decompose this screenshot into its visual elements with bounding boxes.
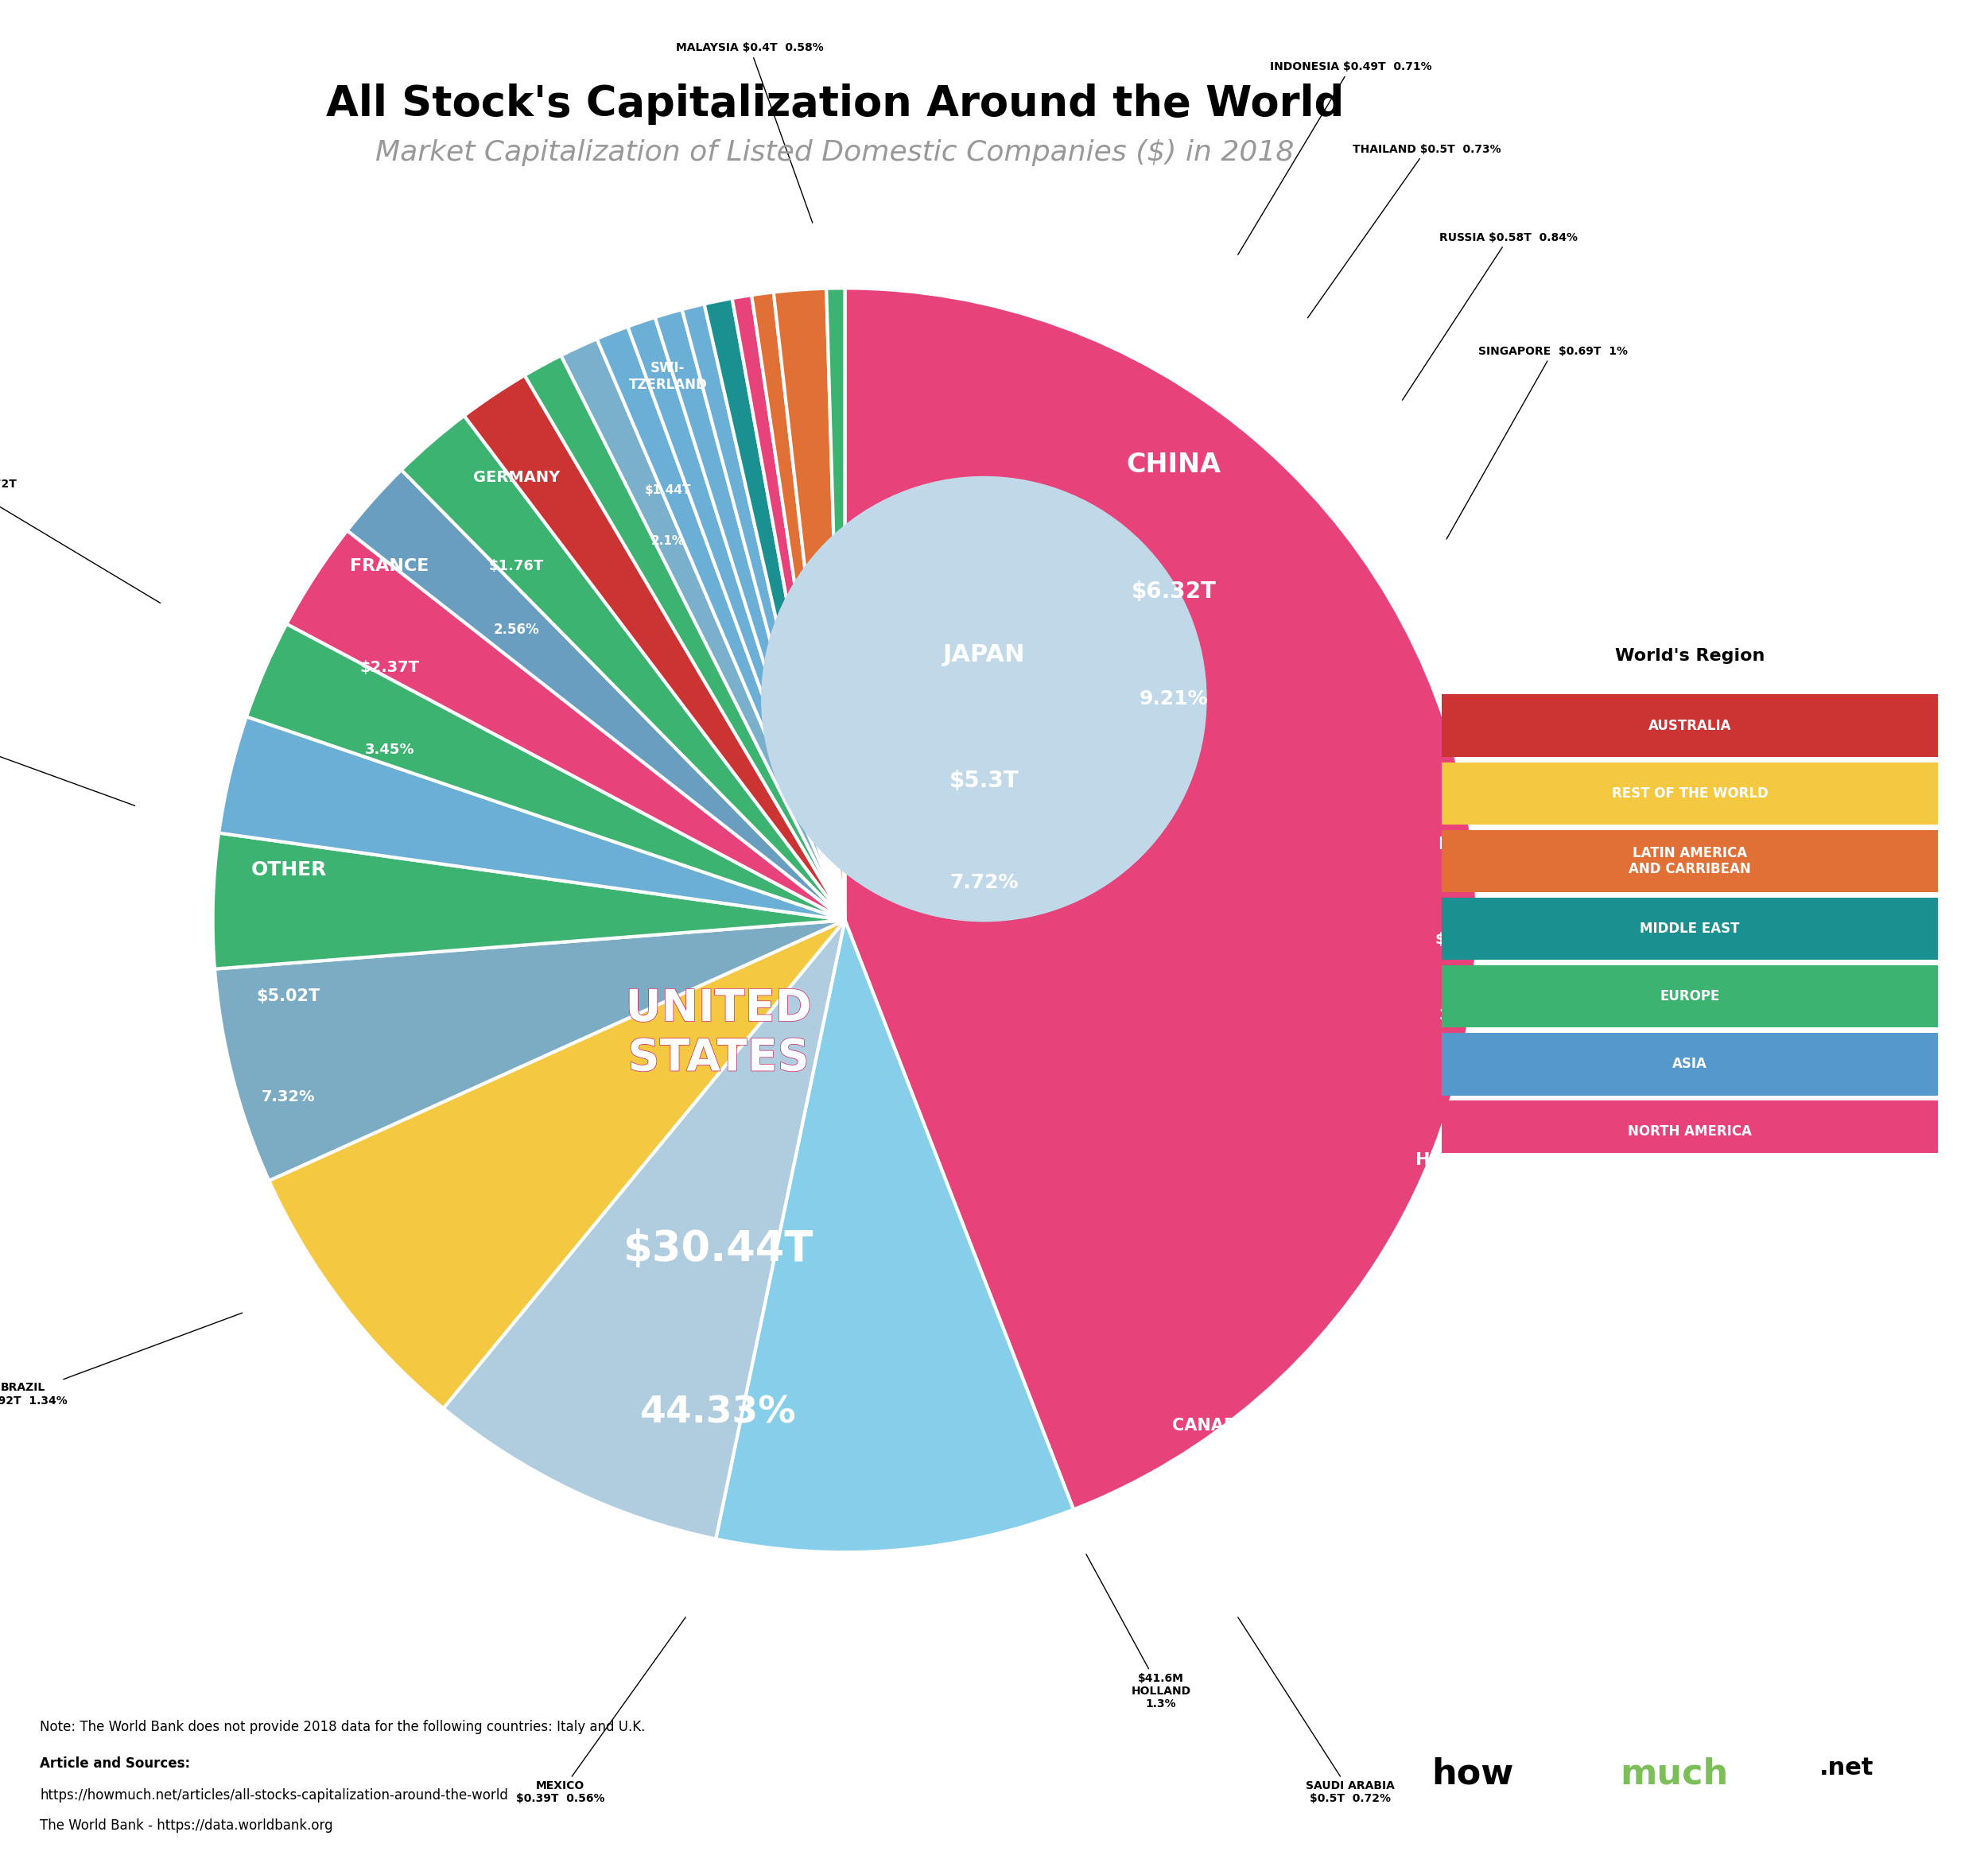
Text: 7.32%: 7.32% (262, 1089, 316, 1104)
Text: SPAIN  $0.72T
1.05%: SPAIN $0.72T 1.05% (0, 478, 161, 602)
Text: $1.44T: $1.44T (644, 485, 692, 496)
Text: https://howmuch.net/articles/all-stocks-capitalization-around-the-world: https://howmuch.net/articles/all-stocks-… (40, 1788, 509, 1803)
Wedge shape (219, 716, 845, 920)
Text: HONG KONG: HONG KONG (1415, 1153, 1539, 1167)
FancyBboxPatch shape (1441, 829, 1938, 892)
Text: AUSTRALIA: AUSTRALIA (916, 1595, 1000, 1610)
Text: JAPAN: JAPAN (942, 643, 1026, 666)
Text: $1.41T: $1.41T (1451, 699, 1503, 712)
Text: MALAYSIA $0.4T  0.58%: MALAYSIA $0.4T 0.58% (676, 43, 823, 223)
Wedge shape (443, 920, 845, 1539)
Text: UNITED
STATES: UNITED STATES (626, 987, 811, 1080)
FancyBboxPatch shape (1441, 898, 1938, 959)
Text: 5.56%: 5.56% (1449, 1355, 1505, 1370)
Text: SOUTH
KOREA: SOUTH KOREA (1449, 550, 1505, 582)
Text: 2.06%: 2.06% (1455, 762, 1499, 775)
Wedge shape (773, 288, 845, 920)
Text: $3.82T: $3.82T (1445, 1266, 1509, 1283)
Text: CHINA: CHINA (1127, 452, 1221, 478)
Text: SINGAPORE  $0.69T  1%: SINGAPORE $0.69T 1% (1447, 346, 1628, 539)
Text: MIDDLE EAST: MIDDLE EAST (1640, 922, 1740, 935)
Text: $41.6M
HOLLAND
1.3%: $41.6M HOLLAND 1.3% (1085, 1554, 1191, 1710)
Text: how: how (1431, 1757, 1513, 1790)
Wedge shape (654, 309, 845, 920)
Text: MEXICO
$0.39T  0.56%: MEXICO $0.39T 0.56% (517, 1617, 686, 1805)
Text: $5.02T: $5.02T (256, 989, 320, 1004)
FancyBboxPatch shape (1441, 1034, 1938, 1095)
Circle shape (763, 478, 1205, 920)
Text: BELGIUM
$0.32T
0.47%: BELGIUM $0.32T 0.47% (0, 712, 135, 805)
Text: LATIN AMERICA
AND CARRIBEAN: LATIN AMERICA AND CARRIBEAN (1628, 846, 1751, 876)
Wedge shape (732, 296, 845, 920)
FancyBboxPatch shape (1441, 965, 1938, 1028)
Wedge shape (213, 833, 845, 969)
Text: 9.21%: 9.21% (1139, 690, 1209, 708)
Text: SAUDI ARABIA
$0.5T  0.72%: SAUDI ARABIA $0.5T 0.72% (1239, 1617, 1396, 1805)
Text: .net: .net (1819, 1757, 1873, 1779)
Text: $30.44T: $30.44T (624, 1229, 813, 1270)
Text: SWI-
TZERLAND: SWI- TZERLAND (628, 361, 708, 392)
Wedge shape (215, 920, 845, 1180)
Text: AUSTRALIA: AUSTRALIA (1648, 719, 1732, 732)
Text: 44.33%: 44.33% (640, 1396, 797, 1431)
Wedge shape (463, 376, 845, 920)
Text: $1.94T: $1.94T (1181, 1513, 1241, 1528)
Text: $2.08T: $2.08T (1435, 931, 1495, 946)
Text: 3.45%: 3.45% (366, 742, 415, 757)
Text: Article and Sources:: Article and Sources: (40, 1757, 191, 1772)
Text: NORTH AMERICA: NORTH AMERICA (1628, 1125, 1751, 1140)
Text: much: much (1620, 1757, 1730, 1790)
Text: RUSSIA $0.58T  0.84%: RUSSIA $0.58T 0.84% (1402, 232, 1578, 400)
Text: $5.3T: $5.3T (948, 770, 1018, 792)
Text: The World Bank - https://data.worldbank.org: The World Bank - https://data.worldbank.… (40, 1818, 332, 1833)
Text: INDONESIA $0.49T  0.71%: INDONESIA $0.49T 0.71% (1239, 61, 1431, 255)
Wedge shape (348, 470, 845, 920)
Text: $6.32T: $6.32T (1131, 580, 1217, 602)
Wedge shape (525, 355, 845, 920)
Wedge shape (402, 416, 845, 920)
Wedge shape (561, 338, 845, 920)
Text: INDIA: INDIA (1437, 837, 1491, 851)
Text: CANADA: CANADA (1173, 1418, 1250, 1433)
Text: REST OF THE WORLD: REST OF THE WORLD (1612, 786, 1767, 801)
FancyBboxPatch shape (1441, 762, 1938, 825)
Wedge shape (628, 318, 845, 920)
Text: $1.76T: $1.76T (489, 560, 545, 573)
Wedge shape (751, 292, 845, 920)
Wedge shape (596, 327, 845, 920)
Text: $2.37T: $2.37T (360, 660, 419, 675)
Text: 2.1%: 2.1% (652, 535, 684, 547)
Wedge shape (704, 297, 845, 920)
Text: 2.56%: 2.56% (493, 623, 539, 636)
FancyBboxPatch shape (1441, 695, 1938, 757)
Text: ASIA: ASIA (1672, 1058, 1708, 1071)
Text: Market Capitalization of Listed Domestic Companies ($) in 2018: Market Capitalization of Listed Domestic… (376, 139, 1294, 167)
Text: EUROPE: EUROPE (1660, 989, 1720, 1004)
Text: 7.72%: 7.72% (950, 872, 1018, 892)
Text: THAILAND $0.5T  0.73%: THAILAND $0.5T 0.73% (1308, 143, 1501, 318)
Wedge shape (268, 920, 845, 1409)
Text: OTHER: OTHER (250, 861, 326, 879)
Wedge shape (827, 288, 845, 920)
Text: World's Region: World's Region (1614, 647, 1765, 664)
Text: $1.26T 1.84%: $1.26T 1.84% (912, 1673, 1006, 1684)
Text: FRANCE: FRANCE (350, 558, 429, 574)
Text: BRAZIL
$0.92T  1.34%: BRAZIL $0.92T 1.34% (0, 1312, 243, 1405)
FancyBboxPatch shape (1441, 1101, 1938, 1164)
Text: 2.82%: 2.82% (1187, 1589, 1237, 1604)
Wedge shape (682, 305, 845, 920)
Wedge shape (845, 288, 1477, 1510)
Text: Note: The World Bank does not provide 2018 data for the following countries: Ita: Note: The World Bank does not provide 20… (40, 1720, 646, 1734)
Text: 3.03%: 3.03% (1439, 1008, 1489, 1022)
Wedge shape (286, 530, 845, 920)
Wedge shape (247, 625, 845, 920)
Text: GERMANY: GERMANY (473, 470, 561, 485)
Wedge shape (716, 920, 1074, 1552)
Text: All Stock's Capitalization Around the World: All Stock's Capitalization Around the Wo… (326, 84, 1344, 125)
